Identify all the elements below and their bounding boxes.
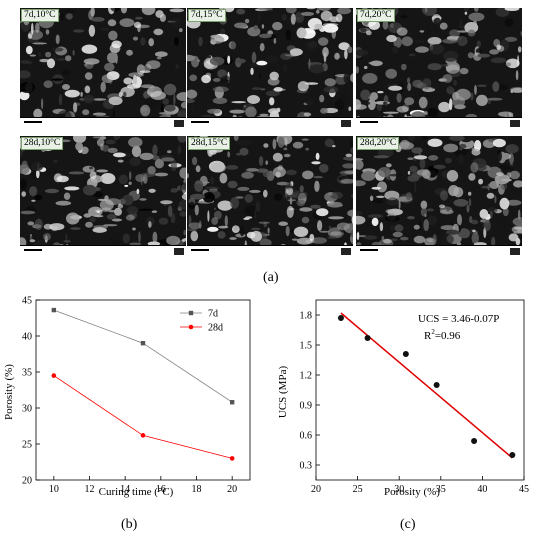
sem-info-bar (187, 117, 353, 130)
x-tick-label: 20 (227, 484, 237, 495)
data-point (509, 452, 516, 458)
y-tick-label: 1.5 (300, 341, 313, 352)
sem-panel-label: 28d,20°C (357, 137, 400, 150)
legend-label-28d: 28d (208, 323, 223, 334)
plot-frame (315, 299, 525, 481)
y-tick-label: 25 (22, 440, 32, 451)
caption-c: (c) (400, 517, 416, 532)
scale-bar (360, 249, 378, 251)
ucs-vs-porosity-chart: 20 25 30 35 40 45 0.3 0.6 0.9 1.2 1.5 1.8 UCS = 3.4… (278, 299, 530, 498)
scale-bar (24, 249, 42, 251)
data-point (402, 351, 409, 357)
legend-marker-28d (188, 324, 194, 330)
x-tick-label: 30 (394, 484, 404, 495)
data-point (433, 382, 440, 388)
sem-panel-7d-20c: 7d,20°C (356, 8, 522, 130)
data-point-28d (140, 433, 146, 438)
chart-c-ticks: 20 25 30 35 40 45 0.3 0.6 0.9 1.2 1.5 1.8 (300, 311, 530, 496)
instrument-logo (174, 120, 184, 127)
x-tick-label: 10 (49, 484, 59, 495)
y-tick-label: 0.6 (300, 431, 313, 442)
sem-panel-label: 7d,10°C (21, 9, 59, 22)
y-tick-label: 35 (22, 368, 32, 379)
sem-texture (187, 8, 353, 130)
sem-panel-label: 7d,15°C (188, 9, 226, 22)
y-tick-label: 0.9 (300, 401, 313, 412)
x-tick-label: 40 (477, 484, 487, 495)
data-point-7d (229, 400, 235, 405)
scale-bar (24, 121, 42, 123)
instrument-logo (174, 248, 184, 255)
chart-c-ylabel: UCS (MPa) (278, 366, 289, 419)
sem-texture (20, 136, 186, 258)
chart-c-points (337, 315, 516, 458)
x-tick-label: 18 (192, 484, 202, 495)
sem-panel-label: 28d,10°C (21, 137, 64, 150)
y-tick-label: 45 (22, 296, 32, 307)
legend-marker-7d (188, 310, 194, 316)
sem-panel-label: 7d,20°C (357, 9, 395, 22)
data-point-28d (51, 373, 57, 378)
caption-b: (b) (121, 517, 138, 532)
sem-panel-7d-15c: 7d,15°C (187, 8, 353, 130)
sem-panel-7d-10c: 7d,10°C (20, 8, 186, 130)
y-tick-label: 40 (22, 332, 32, 343)
caption-a: (a) (263, 270, 279, 285)
y-tick-label: 0.3 (300, 461, 313, 472)
x-tick-label: 16 (156, 484, 166, 495)
y-tick-label: 1.2 (300, 371, 313, 382)
sem-panel-label: 28d,15°C (188, 137, 231, 150)
instrument-logo (341, 120, 351, 127)
legend-label-7d: 7d (208, 309, 218, 320)
x-tick-label: 35 (436, 484, 446, 495)
instrument-logo (510, 248, 520, 255)
series-line-7d (53, 309, 233, 403)
sem-texture (20, 8, 186, 130)
scale-bar (191, 121, 209, 123)
chart-c-axes (315, 299, 525, 481)
data-point-7d (140, 341, 146, 346)
sem-texture (356, 8, 522, 130)
fit-equation: UCS = 3.46-0.07P (418, 313, 499, 325)
sem-texture (356, 136, 522, 258)
chart-b-ticks: 10 12 14 16 18 20 20 25 30 35 40 45 (22, 296, 237, 496)
sem-texture (187, 136, 353, 258)
instrument-logo (341, 248, 351, 255)
x-tick-label: 25 (353, 484, 363, 495)
x-tick-label: 20 (311, 484, 321, 495)
chart-b-axes (35, 299, 251, 481)
y-tick-label: 20 (22, 476, 32, 487)
chart-c-xlabel: Porosity (%) (384, 486, 440, 498)
sem-info-bar (356, 245, 522, 258)
sem-info-bar (187, 245, 353, 258)
sem-info-bar (20, 117, 186, 130)
series-line-28d (53, 375, 233, 459)
plot-frame (35, 299, 251, 481)
y-tick-label: 1.8 (300, 311, 313, 322)
chart-b-series (51, 307, 235, 461)
y-tick-label: 30 (22, 404, 32, 415)
data-point-28d (229, 456, 235, 461)
scale-bar (360, 121, 378, 123)
sem-image-grid: 7d,10°C 7d,15°C 7d,20°C 28d,10°C 28d,15°… (20, 8, 534, 260)
r-squared: R2=0.96 (424, 328, 461, 342)
data-point (337, 315, 344, 321)
sem-info-bar (356, 117, 522, 130)
x-tick-label: 45 (519, 484, 529, 495)
sem-panel-28d-15c: 28d,15°C (187, 136, 353, 258)
x-tick-label: 12 (85, 484, 95, 495)
data-point-7d (51, 307, 57, 313)
instrument-logo (510, 120, 520, 127)
sem-panel-28d-10c: 28d,10°C (20, 136, 186, 258)
scale-bar (191, 249, 209, 251)
data-point (364, 335, 371, 341)
chart-b-ylabel: Porosity (%) (3, 364, 15, 420)
sem-info-bar (20, 245, 186, 258)
x-tick-label: 14 (120, 484, 130, 495)
sem-panel-28d-20c: 28d,20°C (356, 136, 522, 258)
chart-b-xlabel: Curing time (°C) (99, 486, 174, 498)
data-point (471, 438, 478, 444)
